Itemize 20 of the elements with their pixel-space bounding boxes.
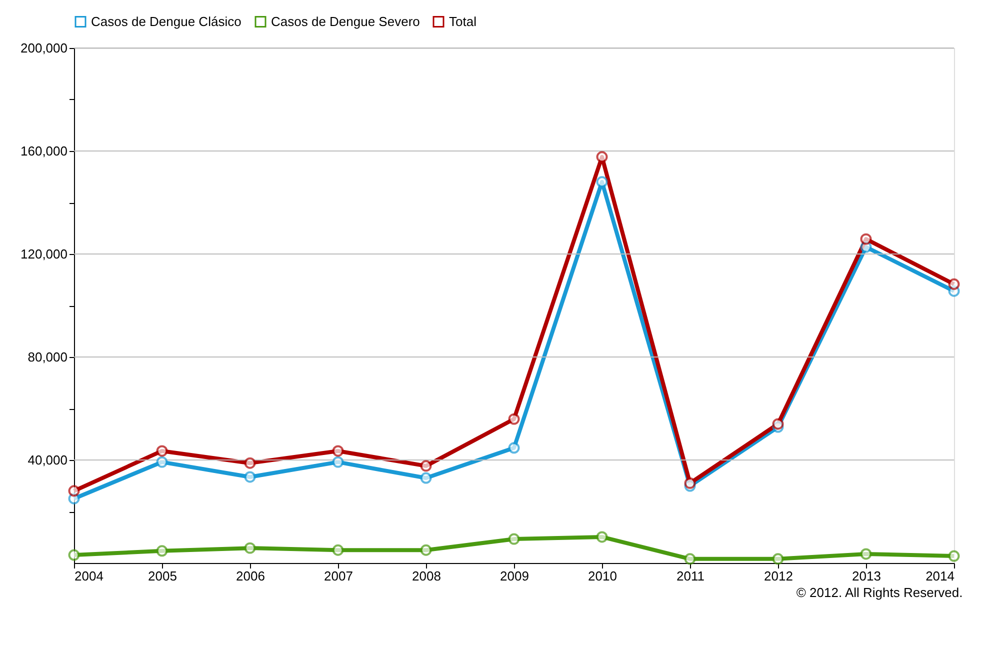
x-tick-label: 2006 — [236, 568, 265, 584]
x-tick-label: 2008 — [412, 568, 441, 584]
x-tick-label: 2010 — [588, 568, 617, 584]
legend-label: Casos de Dengue Clásico — [91, 14, 242, 29]
y-tick-label: 120,000 — [20, 246, 68, 262]
legend-label: Total — [449, 14, 477, 29]
x-tick-label: 2005 — [148, 568, 177, 584]
legend-label: Casos de Dengue Severo — [271, 14, 420, 29]
text: 40,000 — [28, 452, 68, 468]
x-tick-label: 2012 — [764, 568, 793, 584]
y-tick-label: 200,000 — [20, 40, 68, 56]
y-tick-label: 80,000 — [28, 350, 68, 364]
text: © 2012. All Rights Reserved. — [796, 585, 963, 600]
x-tick-label: 2011 — [676, 568, 704, 584]
x-tick-label: 2013 — [852, 568, 881, 584]
x-tick-label: 2009 — [500, 568, 529, 584]
x-tick-label: 2007 — [324, 568, 353, 584]
x-tick-label: 2014 — [926, 568, 954, 584]
x-tick-label: 2004 — [74, 568, 104, 584]
y-tick-label: 160,000 — [20, 144, 68, 158]
